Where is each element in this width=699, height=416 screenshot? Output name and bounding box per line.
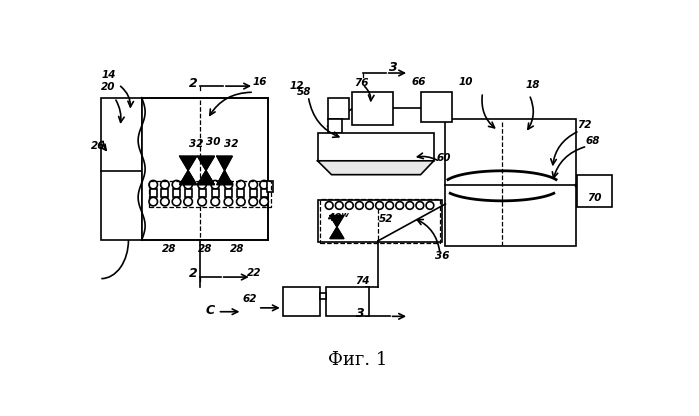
Circle shape (184, 197, 192, 206)
Bar (101, 98, 142, 240)
Polygon shape (197, 156, 215, 171)
Text: 62: 62 (243, 295, 257, 305)
Polygon shape (330, 215, 344, 227)
Circle shape (249, 197, 257, 206)
Circle shape (224, 197, 233, 206)
Bar (328, 119, 342, 133)
Circle shape (260, 197, 268, 206)
Polygon shape (180, 156, 196, 171)
Text: 66: 66 (412, 77, 426, 87)
Circle shape (236, 197, 245, 206)
Circle shape (386, 202, 394, 209)
Circle shape (172, 197, 181, 206)
Circle shape (149, 181, 157, 189)
Bar (238, 189, 245, 197)
Bar (421, 92, 452, 121)
Bar (267, 181, 273, 192)
Bar (150, 181, 271, 208)
Circle shape (325, 202, 333, 209)
Text: 18: 18 (526, 79, 540, 89)
Text: 74: 74 (355, 276, 370, 286)
Text: 68: 68 (586, 136, 600, 146)
Circle shape (249, 181, 257, 189)
Bar (445, 119, 575, 246)
Circle shape (161, 197, 169, 206)
Bar (282, 287, 320, 316)
Text: 32: 32 (224, 139, 239, 149)
Circle shape (406, 202, 414, 209)
Polygon shape (317, 161, 434, 175)
Bar (212, 189, 219, 197)
Text: 72: 72 (577, 120, 592, 130)
Circle shape (172, 181, 181, 189)
Text: 3: 3 (356, 307, 365, 320)
Circle shape (161, 181, 169, 189)
Bar (142, 98, 268, 240)
Text: 28: 28 (230, 244, 244, 254)
Text: 70: 70 (587, 193, 601, 203)
Text: 14: 14 (101, 69, 115, 79)
Text: 2: 2 (189, 77, 198, 89)
Circle shape (336, 202, 343, 209)
Circle shape (375, 202, 384, 209)
Bar (261, 189, 268, 197)
Bar (185, 189, 192, 197)
Bar (161, 189, 168, 197)
Circle shape (236, 181, 245, 189)
Text: 2: 2 (189, 267, 198, 280)
Bar (199, 189, 206, 197)
Circle shape (396, 202, 403, 209)
Polygon shape (180, 171, 196, 185)
Circle shape (149, 197, 157, 206)
Text: Фиг. 1: Фиг. 1 (328, 351, 387, 369)
Text: 30: 30 (206, 137, 220, 147)
Circle shape (366, 202, 373, 209)
Circle shape (416, 202, 424, 209)
Text: 16: 16 (252, 77, 267, 87)
Circle shape (198, 181, 206, 189)
Text: 28: 28 (162, 244, 177, 254)
Circle shape (211, 197, 219, 206)
Polygon shape (217, 171, 232, 185)
Circle shape (198, 197, 206, 206)
Bar (326, 287, 368, 316)
Bar (225, 189, 232, 197)
Circle shape (211, 181, 219, 189)
Bar (320, 293, 326, 300)
Bar (320, 198, 440, 243)
Circle shape (426, 202, 434, 209)
Bar (317, 200, 442, 243)
Circle shape (356, 202, 363, 209)
Bar (352, 92, 393, 125)
Circle shape (184, 181, 192, 189)
Circle shape (260, 181, 268, 189)
Text: 22: 22 (247, 268, 261, 278)
Text: 10: 10 (459, 77, 473, 87)
Polygon shape (330, 227, 344, 238)
Text: 3: 3 (389, 61, 398, 74)
Text: 60: 60 (437, 153, 451, 163)
Bar (173, 189, 180, 197)
Polygon shape (197, 171, 215, 185)
Text: 32: 32 (189, 139, 203, 149)
Text: 20: 20 (101, 82, 115, 92)
Text: 36: 36 (435, 251, 449, 261)
Text: C: C (206, 304, 215, 317)
Circle shape (224, 181, 233, 189)
Bar (317, 133, 434, 161)
Text: 28: 28 (198, 244, 212, 254)
Text: 58: 58 (297, 87, 312, 97)
Bar (250, 189, 257, 197)
Bar (150, 189, 157, 197)
Text: 12: 12 (289, 81, 304, 91)
Text: 26: 26 (91, 141, 106, 151)
Bar (328, 98, 350, 119)
Text: 52: 52 (378, 214, 393, 224)
Text: 76: 76 (354, 78, 368, 88)
Polygon shape (217, 156, 232, 171)
Bar (577, 175, 612, 207)
Circle shape (345, 202, 353, 209)
Text: 40ᵂ: 40ᵂ (327, 213, 349, 223)
